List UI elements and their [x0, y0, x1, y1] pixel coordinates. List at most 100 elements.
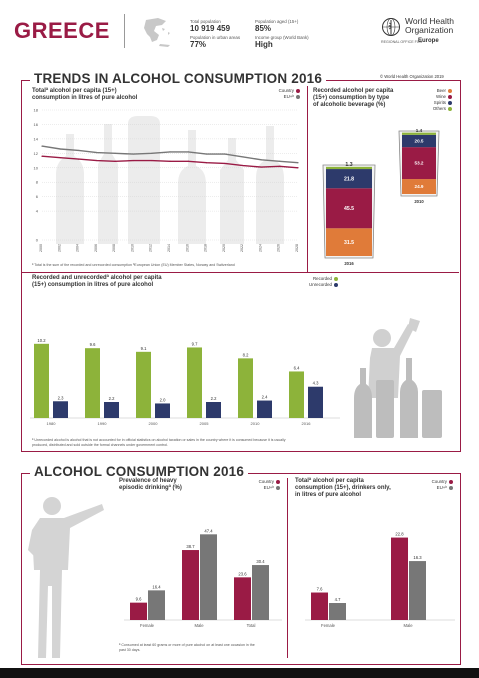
eu-dot-icon: [296, 94, 300, 99]
hed-title: Prevalence of heavy episodic drinkingª (…: [119, 478, 182, 492]
standing-person-icon: [28, 497, 104, 658]
drinkers-chart: 7.6 4.7 Female 22.8 16.3 Male: [305, 532, 455, 628]
bar-value-label: 2.2: [109, 396, 115, 401]
bar-unrecorded: [206, 402, 221, 418]
hed-title-line2: episodic drinkingª (%): [119, 485, 182, 491]
bar-value-label: 22.8: [395, 532, 404, 537]
glass-2010-segment-others: [402, 132, 436, 135]
recorded-dot-icon: [334, 276, 338, 281]
bar-value-label: 6.4: [294, 365, 300, 370]
who-logo: [381, 17, 401, 37]
stat-value-aged: 85%: [255, 24, 272, 33]
bar-value-label: 38.7: [186, 544, 195, 549]
stat-value-population: 10 919 459: [190, 24, 231, 33]
beverage-title: Recorded alcohol per capita (15+) consum…: [313, 88, 393, 109]
bar-value-label: 23.6: [238, 571, 247, 576]
x-tick-label: 2000: [39, 244, 43, 252]
bar-country: [182, 550, 199, 620]
bar-value-label: 9.6: [90, 342, 96, 347]
stat-label-urban: Population in urban areas: [190, 35, 241, 40]
bar-value-label: 9.7: [192, 341, 198, 346]
who-sub: REGIONAL OFFICE FOR: [381, 40, 423, 44]
y-tick-label: 4: [36, 209, 39, 214]
data-point: [224, 162, 226, 165]
recorded-footnote: ª Unrecorded alcohol is alcohol that is …: [32, 438, 452, 447]
wine-dot-icon: [448, 94, 452, 99]
data-point: [96, 152, 98, 154]
glass-2016-label-wine: 45.5: [344, 206, 354, 212]
country-map: [132, 14, 187, 48]
beverage-title-line1: Recorded alcohol per capita: [313, 88, 394, 94]
trend-footnote: ª Total is the sum of the recorded and u…: [32, 263, 235, 267]
bar-value-label: 30.4: [256, 559, 265, 564]
recorded-title-line2: (15+) consumption in litres of pure alco…: [32, 282, 154, 288]
glass-2010-label-beer: 24.9: [415, 184, 424, 189]
bar-eu: [252, 565, 269, 620]
legend-spirits: Spirits: [410, 100, 452, 106]
trend-chart: 0 4 6 8 10 12 14 16 18 2000 2002 2004 2006 2008 2010 20…: [34, 108, 299, 253]
category-label: 1990: [98, 421, 108, 426]
data-point: [260, 159, 263, 161]
section2-title: ALCOHOL CONSUMPTION 2016: [30, 464, 249, 479]
glass-2010-year-label: 2010: [414, 199, 424, 204]
data-point: [279, 160, 281, 162]
spirits-dot-icon: [448, 100, 452, 105]
bar-unrecorded: [104, 402, 119, 418]
bar-value-label: 9.1: [141, 346, 147, 351]
hed-footnote-line1: ª Consumed at least 60 grams or more of …: [119, 643, 255, 647]
hed-footnote-line2: past 30 days.: [119, 647, 141, 652]
y-tick-label: 6: [36, 194, 39, 199]
glass-2016-segment-wine: [326, 188, 372, 229]
bar-recorded: [238, 358, 253, 418]
bar-recorded: [85, 348, 100, 418]
stat-label-aged: Population aged (15+): [255, 19, 299, 24]
trends-hdivider: [22, 272, 459, 273]
who-line1: World Health: [405, 16, 454, 26]
bar-unrecorded: [308, 386, 323, 418]
y-tick-label: 14: [34, 136, 39, 141]
stat-label-population: Total population: [190, 19, 221, 24]
header-divider: [124, 14, 125, 48]
legend-recorded-label: Recorded: [312, 276, 332, 281]
bar-value-label: 2.2: [211, 396, 217, 401]
data-point: [187, 160, 189, 162]
drinkers-title: Totalª alcohol per capita consumption (1…: [295, 478, 391, 499]
data-point: [41, 145, 43, 147]
category-label: 1980: [47, 421, 57, 426]
x-tick-label: 2006: [94, 244, 98, 252]
glass-2010-segment-wine: [402, 147, 436, 180]
data-point: [77, 149, 80, 152]
data-point: [77, 158, 80, 160]
legend-others-label: Others: [432, 106, 446, 111]
hed-legend-eu-label: EU+ᵇ: [263, 485, 274, 490]
data-point: [297, 167, 299, 169]
data-point: [114, 160, 116, 162]
legend-unrecorded-label: Unrecorded: [309, 282, 332, 287]
data-point: [187, 151, 189, 153]
x-tick-label: 2026: [277, 244, 281, 252]
recorded-title-line1: Recorded and unrecordedª alcohol per cap…: [32, 275, 162, 281]
bar-unrecorded: [155, 403, 170, 418]
bar-value-label: 9.6: [136, 597, 142, 602]
data-point: [205, 153, 208, 155]
y-tick-label: 16: [34, 122, 39, 127]
bar-value-label: 7.6: [317, 587, 323, 592]
who-line2: Organization: [405, 25, 454, 35]
bar-value-label: 8.2: [243, 352, 249, 357]
bar-value-label: 2.0: [160, 397, 166, 402]
data-point: [59, 157, 61, 159]
category-label: 2005: [200, 421, 210, 426]
hed-title-line1: Prevalence of heavy: [119, 478, 177, 484]
x-tick-label: 2020: [222, 244, 226, 252]
legend-wine: Wine: [410, 94, 452, 100]
drinkers-legend-eu-label: EU+ᵇ: [436, 485, 447, 490]
bar-country: [130, 602, 147, 620]
x-tick-label: 2002: [57, 244, 61, 252]
drinkers-legend-country: Country: [411, 479, 453, 485]
legend-beer: Beer: [410, 88, 452, 94]
bar-eu: [148, 590, 165, 620]
bar-recorded: [136, 351, 151, 418]
stat-label-income: Income group (World Bank): [255, 35, 309, 40]
category-label: Male: [403, 623, 413, 628]
drinkers-legend-eu: EU+ᵇ: [411, 485, 453, 491]
